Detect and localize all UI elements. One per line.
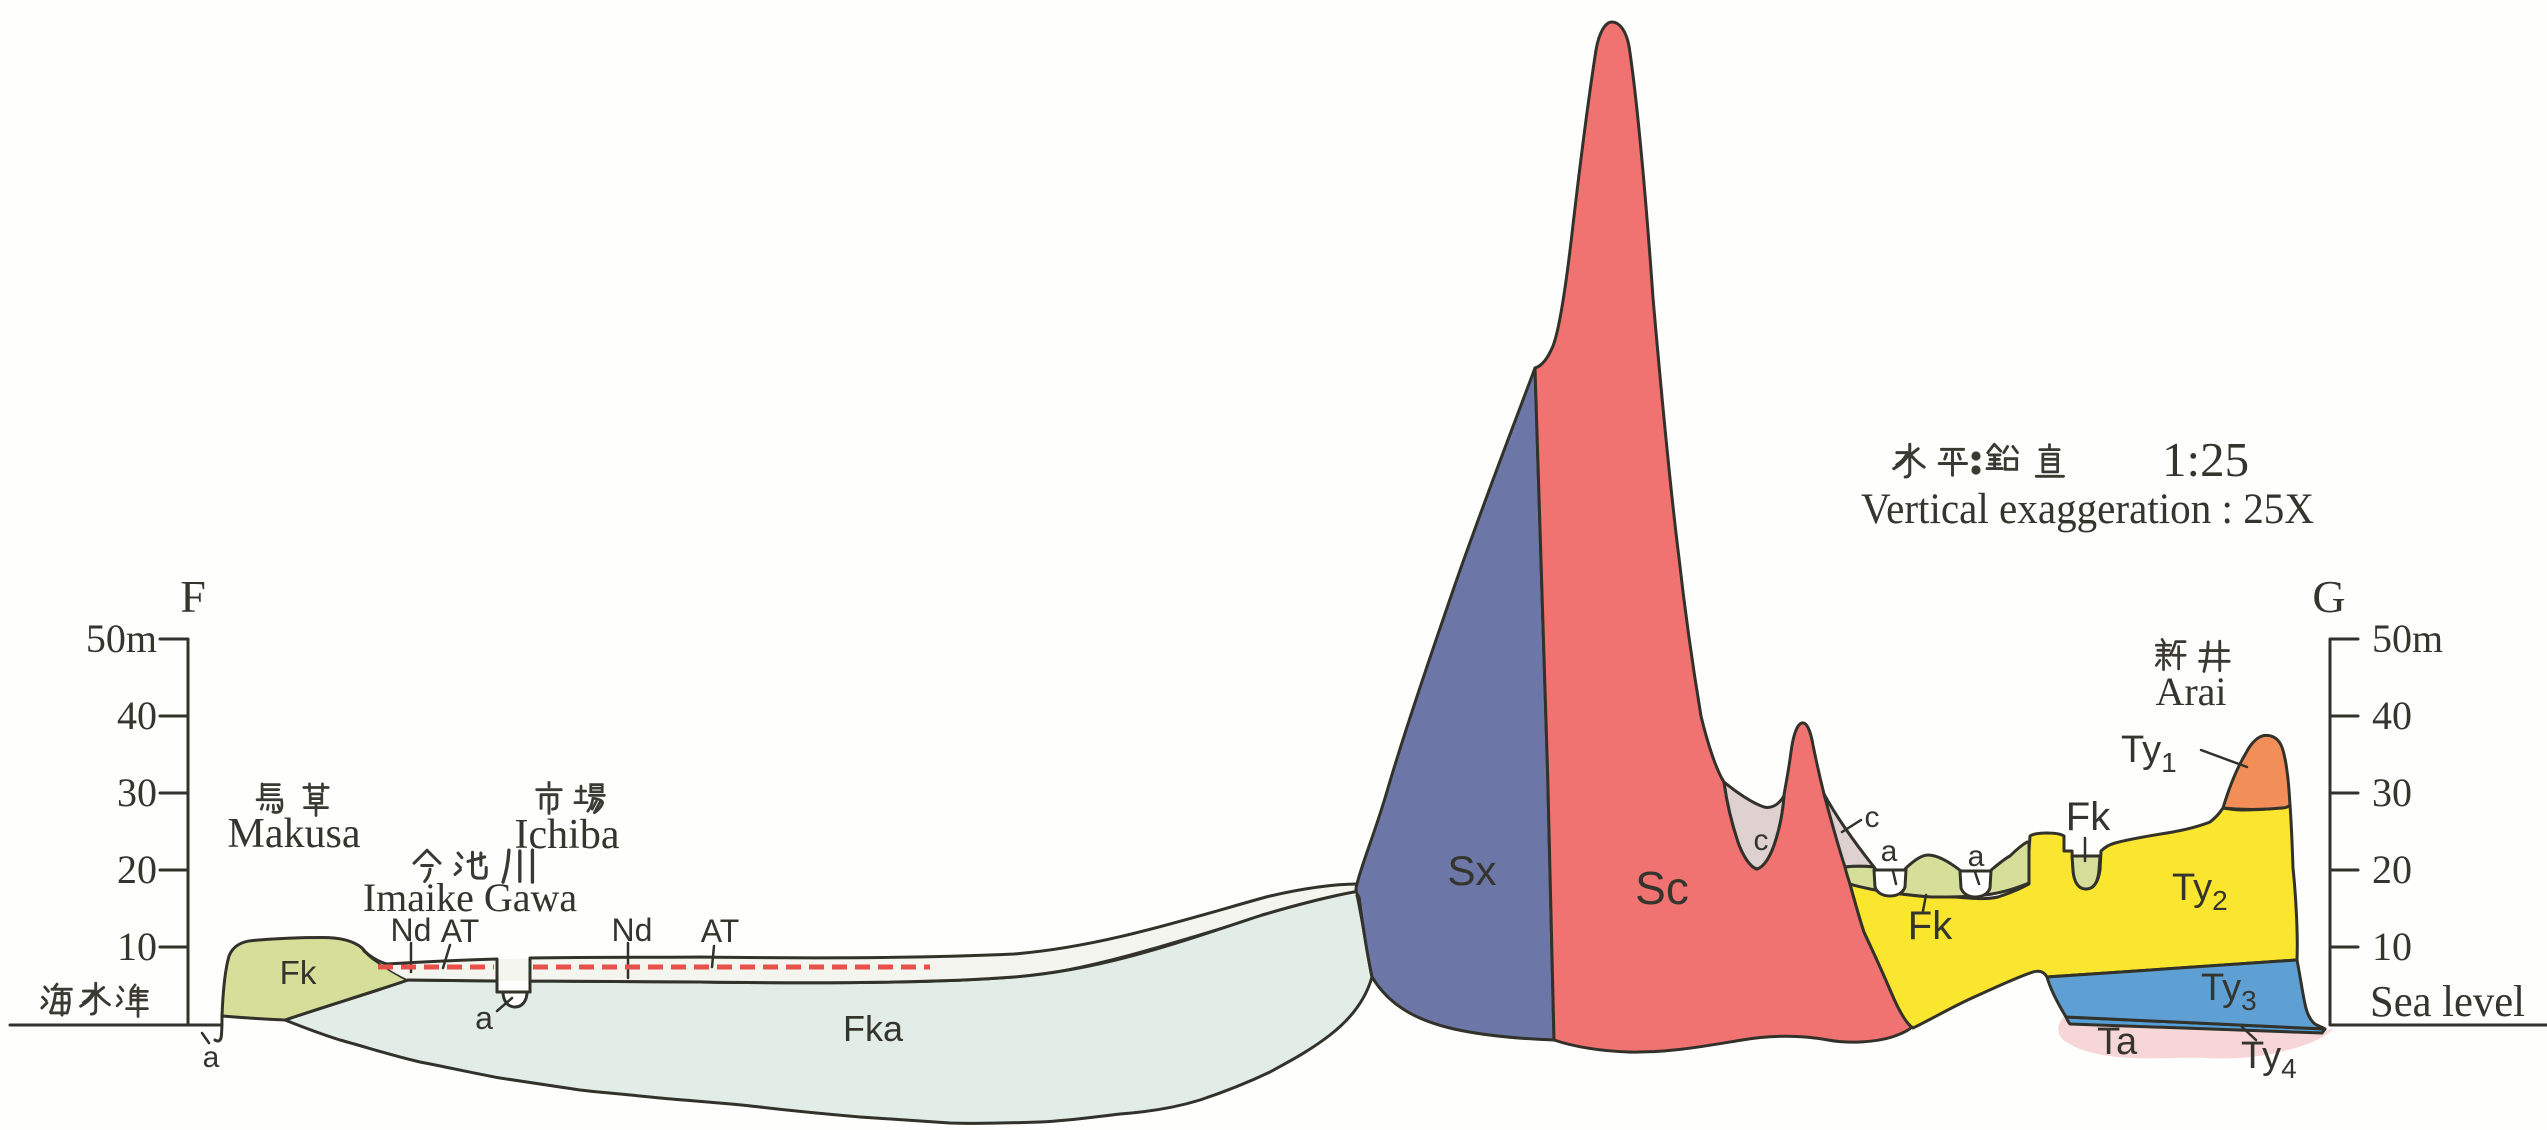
svg-text:a: a	[1881, 835, 1898, 868]
svg-text:Sea level: Sea level	[2370, 977, 2525, 1026]
svg-text:Arai: Arai	[2155, 669, 2226, 714]
svg-text:Fk: Fk	[280, 954, 317, 991]
svg-text:Ta: Ta	[2097, 1021, 2138, 1063]
svg-text:Fk: Fk	[2066, 795, 2111, 839]
svg-text:30: 30	[117, 770, 157, 815]
svg-text:Nd: Nd	[391, 912, 432, 948]
svg-text:Ty4: Ty4	[2241, 1035, 2297, 1084]
svg-text:Nd: Nd	[612, 912, 653, 948]
svg-text:a: a	[203, 1041, 220, 1074]
svg-text:50m: 50m	[2372, 616, 2443, 661]
svg-text:20: 20	[2372, 847, 2412, 892]
svg-text:AT: AT	[701, 913, 740, 949]
svg-text:Sc: Sc	[1635, 862, 1689, 914]
svg-text:a: a	[1968, 840, 1985, 873]
svg-text:1:25: 1:25	[2162, 432, 2249, 487]
svg-text:20: 20	[117, 847, 157, 892]
svg-text:F: F	[180, 571, 206, 622]
svg-text:30: 30	[2372, 770, 2412, 815]
svg-text:10: 10	[2372, 924, 2412, 969]
svg-text:10: 10	[117, 924, 157, 969]
svg-text:Imaike Gawa: Imaike Gawa	[363, 875, 578, 920]
svg-text:Sx: Sx	[1447, 847, 1496, 894]
svg-text:c: c	[1865, 801, 1880, 834]
svg-text:a: a	[475, 1000, 493, 1036]
svg-text:G: G	[2312, 571, 2345, 622]
svg-text:Fk: Fk	[1908, 904, 1953, 948]
svg-text:50m: 50m	[86, 616, 157, 661]
svg-text:Fka: Fka	[843, 1008, 904, 1049]
svg-text:Makusa: Makusa	[228, 811, 361, 857]
svg-text:40: 40	[117, 693, 157, 738]
svg-text:AT: AT	[441, 913, 480, 949]
svg-text:c: c	[1754, 824, 1769, 857]
svg-text:40: 40	[2372, 693, 2412, 738]
svg-text:Ichiba: Ichiba	[515, 812, 620, 858]
svg-text:Vertical exaggeration : 25X: Vertical exaggeration : 25X	[1861, 486, 2314, 533]
